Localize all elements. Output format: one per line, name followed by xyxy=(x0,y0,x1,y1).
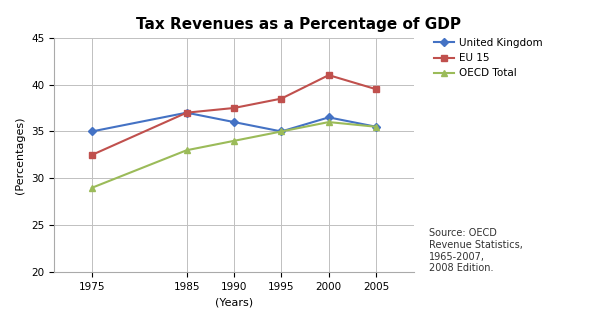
OECD Total xyxy=(325,120,332,124)
EU 15 xyxy=(88,153,95,157)
OECD Total xyxy=(88,186,95,190)
Title: Tax Revenues as a Percentage of GDP: Tax Revenues as a Percentage of GDP xyxy=(136,17,461,32)
United Kingdom xyxy=(88,130,95,133)
Legend: United Kingdom, EU 15, OECD Total: United Kingdom, EU 15, OECD Total xyxy=(434,38,542,79)
EU 15 xyxy=(325,73,332,77)
United Kingdom xyxy=(278,130,285,133)
United Kingdom xyxy=(325,115,332,119)
United Kingdom xyxy=(373,125,380,129)
United Kingdom xyxy=(183,111,190,115)
Line: United Kingdom: United Kingdom xyxy=(89,110,379,134)
Line: OECD Total: OECD Total xyxy=(89,119,379,191)
EU 15 xyxy=(183,111,190,115)
OECD Total xyxy=(183,148,190,152)
OECD Total xyxy=(278,130,285,133)
OECD Total xyxy=(230,139,238,143)
EU 15 xyxy=(230,106,238,110)
EU 15 xyxy=(373,87,380,91)
Text: Source: OECD
Revenue Statistics,
1965-2007,
2008 Edition.: Source: OECD Revenue Statistics, 1965-20… xyxy=(429,228,523,273)
United Kingdom xyxy=(230,120,238,124)
Line: EU 15: EU 15 xyxy=(89,72,379,158)
Y-axis label: (Percentages): (Percentages) xyxy=(16,116,25,194)
X-axis label: (Years): (Years) xyxy=(215,298,253,308)
OECD Total xyxy=(373,125,380,129)
EU 15 xyxy=(278,97,285,100)
